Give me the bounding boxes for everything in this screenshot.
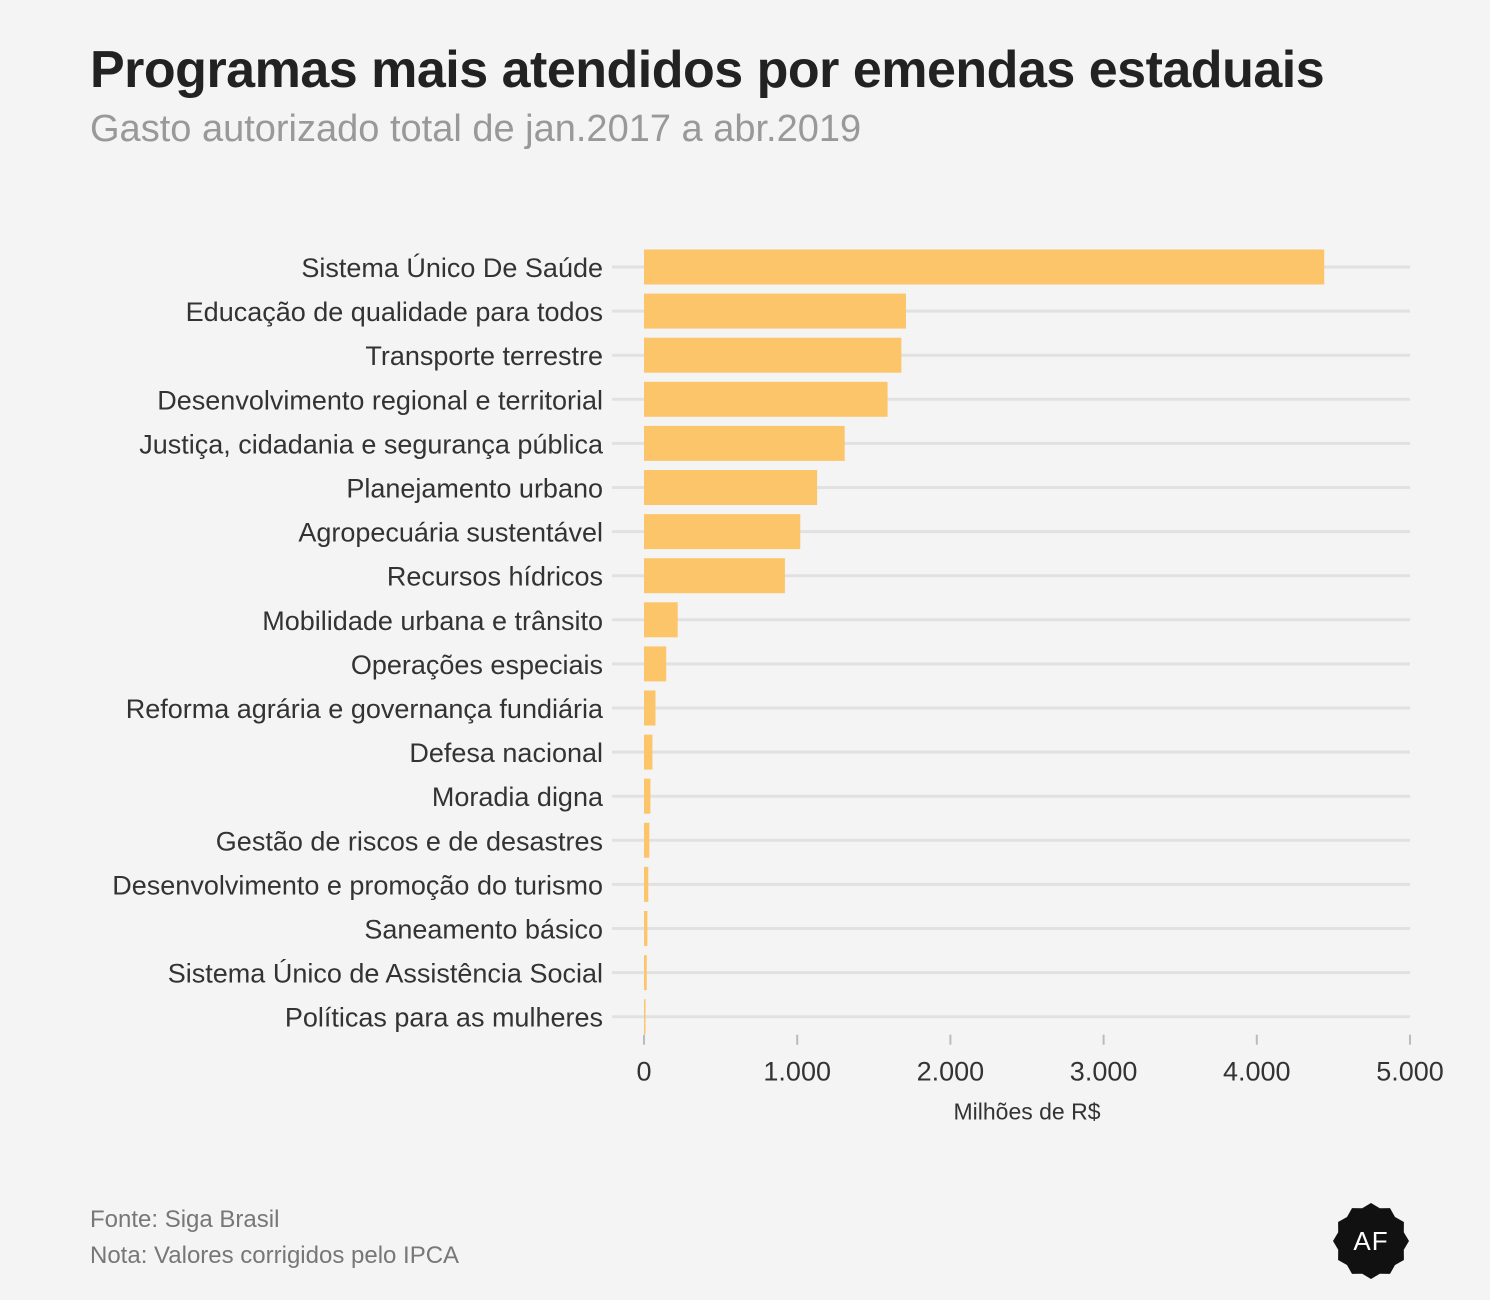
category-label: Transporte terrestre <box>365 341 603 371</box>
category-label: Desenvolvimento regional e territorial <box>157 385 603 415</box>
bar <box>644 514 801 550</box>
category-label: Educação de qualidade para todos <box>186 297 603 327</box>
category-label: Mobilidade urbana e trânsito <box>262 606 603 636</box>
tick-label: 3.000 <box>1070 1057 1138 1087</box>
bar <box>644 690 656 726</box>
category-label: Gestão de riscos e de desastres <box>216 826 603 856</box>
category-label: Operações especiais <box>351 650 603 680</box>
bar <box>644 822 650 858</box>
bar <box>644 470 818 505</box>
chart-subtitle: Gasto autorizado total de jan.2017 a abr… <box>90 108 862 150</box>
category-label: Reforma agrária e governança fundiária <box>126 694 604 724</box>
bar <box>644 734 653 770</box>
tick-label: 0 <box>636 1057 651 1087</box>
af-logo: AF <box>1332 1203 1410 1279</box>
bar <box>644 425 845 461</box>
category-label: Sistema Único de Assistência Social <box>168 958 603 989</box>
logo-badge-icon <box>1333 1203 1409 1279</box>
footnote: Nota: Valores corrigidos pelo IPCA <box>90 1242 460 1269</box>
bar <box>644 293 906 329</box>
bar <box>644 381 888 417</box>
tick-label: 5.000 <box>1376 1057 1444 1087</box>
tick-label: 2.000 <box>917 1057 985 1087</box>
source-note: Fonte: Siga Brasil <box>90 1206 280 1233</box>
bar <box>644 558 785 594</box>
bar <box>644 249 1325 285</box>
chart-title: Programas mais atendidos por emendas est… <box>90 41 1325 99</box>
bar <box>644 646 667 682</box>
bar-chart: Sistema Único De Saúde Educação de qualid… <box>112 249 1444 1125</box>
bar <box>644 866 649 902</box>
category-label: Moradia digna <box>432 782 604 812</box>
logo-text: AF <box>1353 1226 1389 1256</box>
category-label: Sistema Único De Saúde <box>301 252 603 283</box>
category-label: Políticas para as mulheres <box>285 1003 603 1033</box>
tick-label: 4.000 <box>1223 1057 1291 1087</box>
category-label: Justiça, cidadania e segurança pública <box>139 429 604 459</box>
category-label: Defesa nacional <box>409 738 603 768</box>
x-axis-title: Milhões de R$ <box>953 1099 1100 1125</box>
bar <box>644 911 648 946</box>
bar <box>644 955 647 991</box>
category-label: Agropecuária sustentável <box>298 518 603 548</box>
bar <box>644 337 902 373</box>
bar <box>644 999 646 1035</box>
category-label: Planejamento urbano <box>346 474 603 504</box>
tick-label: 1.000 <box>763 1057 831 1087</box>
category-label: Desenvolvimento e promoção do turismo <box>112 870 603 900</box>
bar <box>644 778 651 814</box>
category-label: Saneamento básico <box>364 915 603 945</box>
bar <box>644 602 678 638</box>
category-label: Recursos hídricos <box>387 562 603 592</box>
